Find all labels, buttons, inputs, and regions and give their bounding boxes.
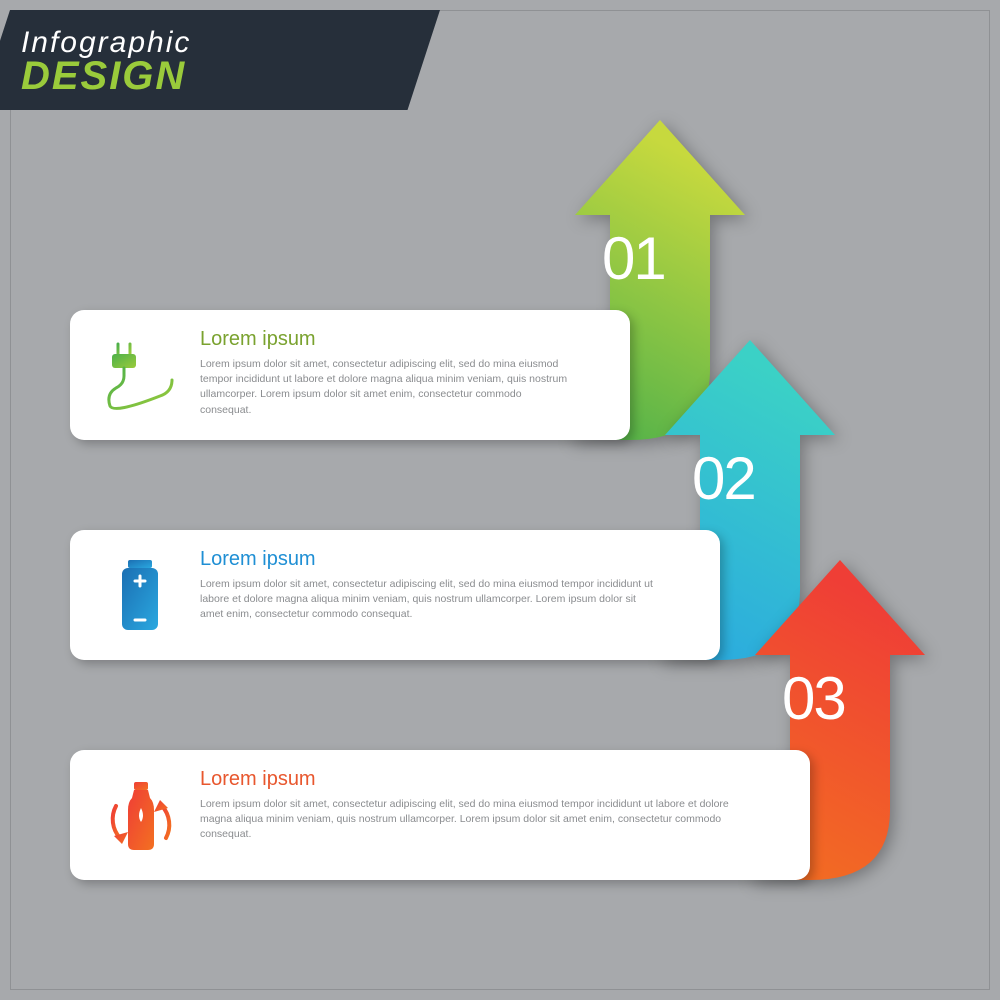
card-3-body: Lorem ipsum dolor sit amet, consectetur … bbox=[200, 797, 750, 843]
header-banner: Infographic DESIGN bbox=[0, 10, 440, 110]
card-2-title: Lorem ipsum bbox=[200, 548, 660, 571]
title-line-2: DESIGN bbox=[21, 54, 395, 99]
card-2: Lorem ipsum Lorem ipsum dolor sit amet, … bbox=[70, 530, 720, 660]
step-3: Lorem ipsum Lorem ipsum dolor sit amet, … bbox=[70, 750, 830, 880]
card-1-title: Lorem ipsum bbox=[200, 328, 570, 351]
card-2-body: Lorem ipsum dolor sit amet, consectetur … bbox=[200, 577, 660, 623]
battery-icon bbox=[100, 556, 180, 636]
step-1-number: 01 bbox=[602, 224, 722, 293]
plug-icon bbox=[100, 336, 180, 416]
step-2: Lorem ipsum Lorem ipsum dolor sit amet, … bbox=[70, 530, 830, 660]
step-2-number: 02 bbox=[692, 444, 812, 513]
card-1-body: Lorem ipsum dolor sit amet, consectetur … bbox=[200, 357, 570, 418]
step-3-number: 03 bbox=[782, 664, 902, 733]
card-3-title: Lorem ipsum bbox=[200, 768, 750, 791]
bottle-recycle-icon bbox=[100, 776, 180, 856]
card-1: Lorem ipsum Lorem ipsum dolor sit amet, … bbox=[70, 310, 630, 440]
card-3: Lorem ipsum Lorem ipsum dolor sit amet, … bbox=[70, 750, 810, 880]
